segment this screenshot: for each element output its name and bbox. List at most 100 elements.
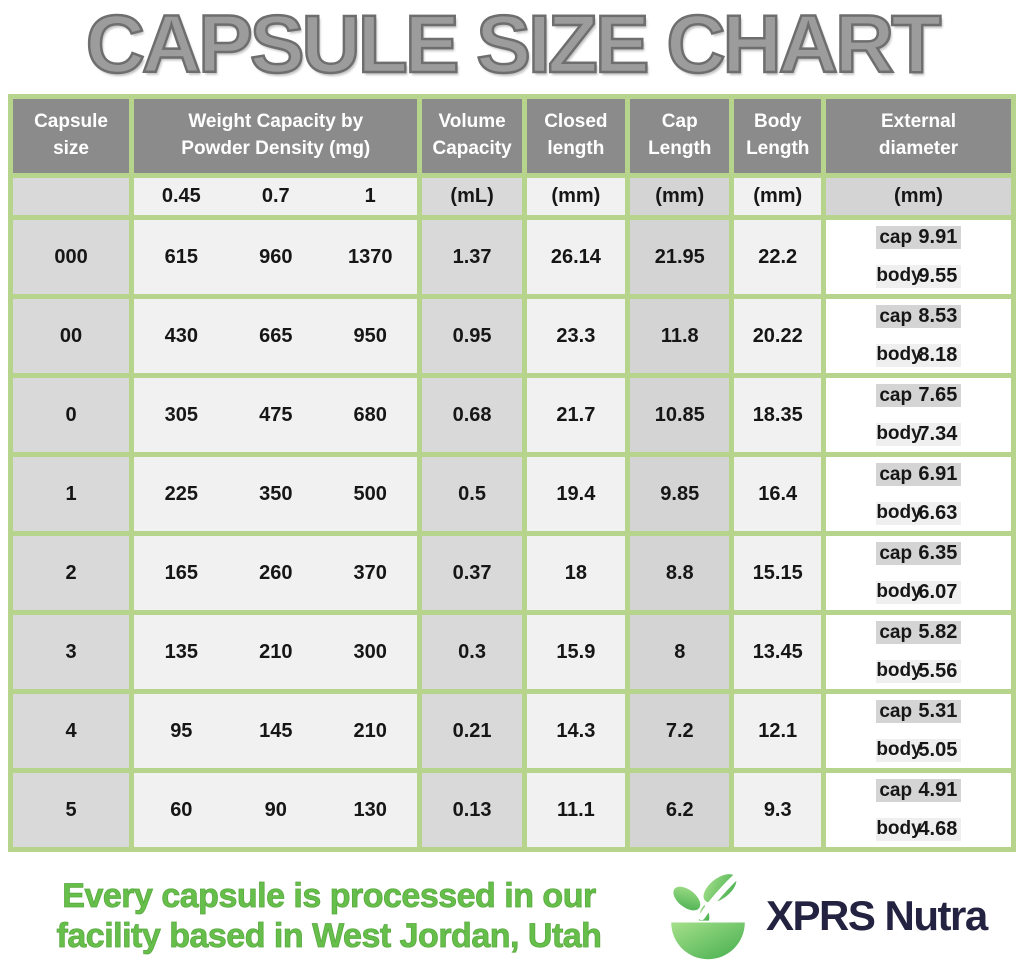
unit-body: (mm) (734, 178, 822, 215)
weight-1: 950 (353, 324, 387, 347)
weight-1: 500 (353, 482, 387, 505)
external-cap-value: 6.91 (918, 463, 958, 486)
external-body-row: body 7.34 (876, 422, 961, 446)
external-body-value: 8.18 (918, 343, 958, 366)
external-cap-row: cap 5.82 (876, 621, 961, 645)
weight-1: 680 (353, 403, 387, 426)
cell-weight-capacity: 225 350 500 (134, 457, 418, 531)
brand-logo: XPRS Nutra (662, 870, 988, 962)
header-closed-length: Closed length (526, 99, 626, 173)
external-body-label: body (876, 265, 922, 287)
external-body-value: 5.05 (918, 738, 958, 761)
weight-07: 260 (259, 561, 293, 584)
cell-external-diameter: cap 5.82 body 5.56 (826, 615, 1011, 689)
cell-cap-length: 6.2 (630, 773, 730, 847)
cell-weight-capacity: 60 90 130 (134, 773, 418, 847)
external-body-value: 6.07 (918, 580, 958, 603)
cell-cap-length: 7.2 (630, 694, 730, 768)
cell-capsule-size: 0 (13, 378, 130, 452)
weight-07: 210 (259, 640, 293, 663)
weight-1: 300 (353, 640, 387, 663)
weight-07: 145 (259, 719, 293, 742)
cell-capsule-size: 5 (13, 773, 130, 847)
cell-capsule-size: 000 (13, 220, 130, 294)
cell-closed-length: 23.3 (526, 299, 626, 373)
tagline: Every capsule is processed in our facili… (0, 876, 658, 956)
external-cap-row: cap 7.65 (876, 384, 961, 408)
external-body-label: body (876, 818, 922, 840)
cell-volume-capacity: 0.13 (422, 773, 522, 847)
cell-capsule-size: 2 (13, 536, 130, 610)
external-body-value: 5.56 (918, 659, 958, 682)
external-cap-label: cap (879, 226, 913, 248)
external-body-value: 4.68 (918, 817, 958, 840)
weight-045: 135 (164, 640, 198, 663)
weight-045: 305 (164, 403, 198, 426)
header-cap-length: Cap Length (630, 99, 730, 173)
weight-07: 475 (259, 403, 293, 426)
external-cap-row: cap 8.53 (876, 305, 961, 329)
weight-045: 615 (164, 245, 198, 268)
weight-045: 165 (164, 561, 198, 584)
cell-body-length: 18.35 (734, 378, 822, 452)
weight-07: 350 (259, 482, 293, 505)
external-body-row: body 6.63 (876, 501, 961, 525)
external-cap-row: cap 5.31 (876, 700, 961, 724)
weight-045: 225 (164, 482, 198, 505)
external-cap-label: cap (879, 700, 913, 722)
cell-volume-capacity: 1.37 (422, 220, 522, 294)
density-1: 1 (364, 185, 376, 207)
cell-closed-length: 15.9 (526, 615, 626, 689)
header-capsule-size: Capsule size (13, 99, 130, 173)
external-body-label: body (876, 739, 922, 761)
cell-weight-capacity: 135 210 300 (134, 615, 418, 689)
cell-cap-length: 21.95 (630, 220, 730, 294)
cell-capsule-size: 4 (13, 694, 130, 768)
header-weight-capacity: Weight Capacity by Powder Density (mg) (134, 99, 418, 173)
external-body-label: body (876, 344, 922, 366)
tagline-line-2: facility based in West Jordan, Utah (56, 917, 602, 956)
cell-weight-capacity: 305 475 680 (134, 378, 418, 452)
cell-external-diameter: cap 6.91 body 6.63 (826, 457, 1011, 531)
external-body-row: body 9.55 (876, 264, 961, 288)
cell-volume-capacity: 0.68 (422, 378, 522, 452)
cell-cap-length: 11.8 (630, 299, 730, 373)
cell-closed-length: 19.4 (526, 457, 626, 531)
cell-volume-capacity: 0.95 (422, 299, 522, 373)
header-volume-capacity: Volume Capacity (422, 99, 522, 173)
external-cap-value: 5.31 (918, 700, 958, 723)
weight-045: 95 (170, 719, 193, 742)
cell-body-length: 9.3 (734, 773, 822, 847)
cell-body-length: 16.4 (734, 457, 822, 531)
external-body-label: body (876, 423, 922, 445)
external-cap-value: 9.91 (918, 226, 958, 249)
cell-volume-capacity: 0.37 (422, 536, 522, 610)
cell-closed-length: 18 (526, 536, 626, 610)
cell-external-diameter: cap 5.31 body 5.05 (826, 694, 1011, 768)
cell-capsule-size: 00 (13, 299, 130, 373)
external-cap-label: cap (879, 305, 913, 327)
cell-cap-length: 8 (630, 615, 730, 689)
cell-volume-capacity: 0.3 (422, 615, 522, 689)
page-title: CAPSULE SIZE CHART (84, 0, 942, 91)
cell-cap-length: 10.85 (630, 378, 730, 452)
footer: Every capsule is processed in our facili… (0, 866, 1024, 966)
weight-07: 665 (259, 324, 293, 347)
external-body-value: 9.55 (918, 264, 958, 287)
external-body-row: body 5.05 (876, 738, 961, 762)
unit-weight-densities: 0.45 0.7 1 (134, 178, 418, 215)
external-cap-value: 7.65 (918, 384, 958, 407)
external-cap-row: cap 6.35 (876, 542, 961, 566)
external-cap-label: cap (879, 542, 913, 564)
unit-capsule-size-empty (13, 178, 130, 215)
cell-weight-capacity: 165 260 370 (134, 536, 418, 610)
external-cap-label: cap (879, 463, 913, 485)
external-body-row: body 6.07 (876, 580, 961, 604)
external-body-row: body 4.68 (876, 817, 961, 841)
unit-external: (mm) (826, 178, 1011, 215)
external-cap-value: 4.91 (918, 779, 958, 802)
cell-body-length: 13.45 (734, 615, 822, 689)
external-cap-value: 5.82 (918, 621, 958, 644)
weight-1: 130 (353, 798, 387, 821)
